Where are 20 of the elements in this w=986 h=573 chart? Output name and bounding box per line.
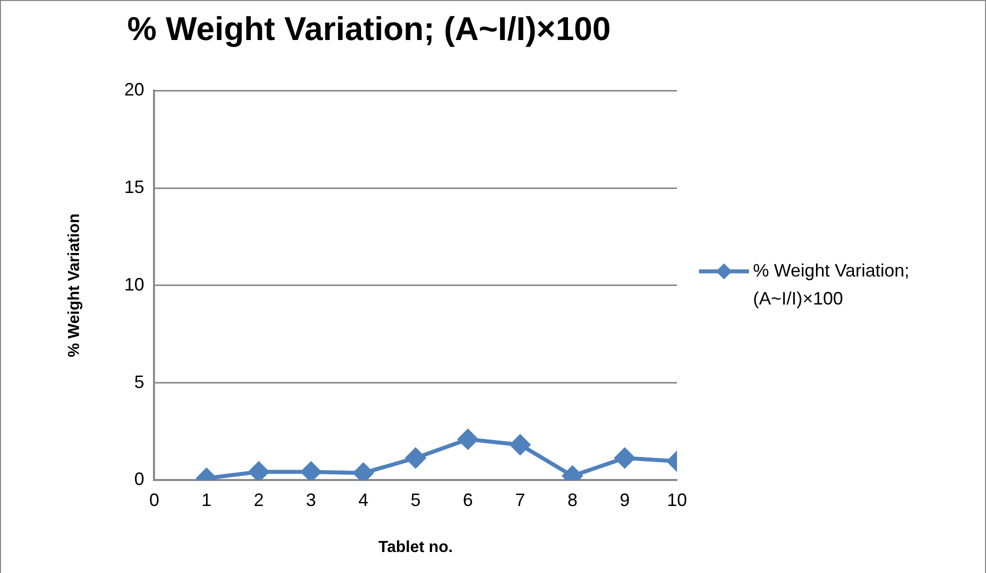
y-tick-label: 5	[134, 372, 144, 392]
y-tick-label: 0	[134, 469, 144, 490]
chart-title: % Weight Variation; (A~I/I)×100	[127, 10, 611, 47]
x-tick-label: 3	[306, 490, 316, 510]
legend-label: % Weight Variation; (A~I/I)×100	[753, 260, 910, 308]
y-axis-title: % Weight Variation	[66, 214, 84, 358]
x-tick-label: 5	[410, 490, 421, 510]
x-axis-title: Tablet no.	[378, 538, 453, 556]
x-tick-label: 1	[201, 490, 212, 510]
x-tick-label: 2	[254, 490, 264, 510]
x-tick-label: 0	[149, 490, 160, 510]
x-tick-label: 10	[666, 490, 688, 510]
x-tick-label: 4	[358, 490, 368, 510]
x-tick-label: 9	[620, 490, 630, 510]
y-tick-label: 15	[124, 176, 144, 197]
x-tick-label: 7	[515, 490, 526, 510]
y-tick-label: 10	[124, 274, 144, 294]
x-tick-label: 8	[567, 490, 578, 510]
x-tick-label: 6	[462, 490, 473, 510]
y-tick-label: 20	[124, 80, 144, 100]
